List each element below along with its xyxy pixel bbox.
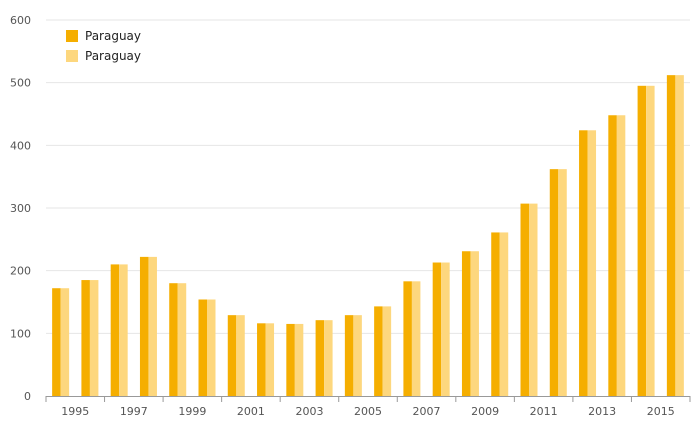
bar-2001-series-2	[236, 315, 245, 396]
bar-2009-series-1	[461, 251, 471, 396]
y-tick-label: 200	[10, 265, 31, 278]
bar-2006-series-1	[374, 306, 383, 396]
bar-2011-series-1	[520, 203, 529, 396]
legend: Paraguay Paraguay	[66, 29, 141, 63]
bar-1998-series-2	[148, 256, 157, 396]
bar-2010-series-1	[491, 232, 500, 396]
bar-1996-series-2	[89, 280, 99, 396]
bar-2013-series-2	[587, 130, 597, 396]
bar-2010-series-2	[499, 232, 509, 396]
bar-2011-series-2	[529, 203, 538, 396]
x-tick-label: 2011	[530, 405, 558, 418]
bar-2016-series-2	[675, 75, 684, 396]
bar-2002-series-1	[257, 323, 266, 396]
bar-2004-series-1	[315, 320, 325, 396]
legend-label-series-1: Paraguay	[85, 29, 141, 43]
bar-2003-series-2	[294, 323, 304, 396]
y-tick-label: 100	[10, 327, 31, 340]
bar-2012-series-1	[549, 169, 559, 396]
x-tick-label: 1997	[120, 405, 148, 418]
x-tick-label: 2001	[237, 405, 265, 418]
x-tick-label: 2007	[413, 405, 441, 418]
bar-1997-series-1	[110, 264, 120, 396]
bar-2007-series-2	[411, 281, 421, 396]
bar-2007-series-1	[403, 281, 412, 396]
bar-2015-series-1	[637, 85, 647, 397]
bar-2005-series-1	[344, 315, 354, 396]
bar-2014-series-1	[608, 115, 617, 397]
bar-2008-series-2	[441, 262, 450, 396]
bar-2004-series-2	[324, 320, 333, 396]
bar-2003-series-1	[286, 323, 295, 396]
x-tick-label: 2005	[354, 405, 382, 418]
y-tick-label: 600	[10, 14, 31, 27]
y-tick-label: 0	[24, 390, 31, 403]
y-tick-label: 500	[10, 77, 31, 90]
bar-2002-series-2	[265, 323, 275, 396]
bar-2001-series-1	[227, 315, 237, 396]
x-tick-label: 2013	[588, 405, 616, 418]
bar-1997-series-2	[119, 264, 128, 396]
bar-1996-series-1	[81, 280, 90, 396]
bar-1998-series-1	[139, 256, 149, 396]
bar-1999-series-2	[177, 283, 187, 396]
bar-2000-series-2	[207, 299, 216, 396]
bar-1995-series-2	[60, 288, 70, 396]
bar-2013-series-1	[579, 130, 588, 396]
legend-label-series-2: Paraguay	[85, 49, 141, 63]
bar-2000-series-1	[198, 299, 207, 396]
x-tick-label: 1995	[61, 405, 89, 418]
bar-2014-series-2	[616, 115, 626, 397]
bar-2015-series-2	[646, 85, 655, 397]
bar-2009-series-2	[470, 251, 479, 396]
legend-swatch-series-1	[66, 30, 78, 42]
x-tick-label: 2015	[647, 405, 675, 418]
x-tick-label: 2003	[295, 405, 323, 418]
y-tick-label: 400	[10, 139, 31, 152]
bar-2006-series-2	[382, 306, 392, 396]
bar-2008-series-1	[432, 262, 442, 396]
bar-1995-series-1	[52, 288, 61, 396]
x-axis: 1995 1997 1999 2001 2003 2005 2007 2009 2011 2013…	[45, 396, 691, 418]
bar-2012-series-2	[558, 169, 567, 396]
bars	[52, 75, 684, 397]
bar-2016-series-1	[666, 75, 676, 396]
bar-2005-series-2	[353, 315, 362, 396]
legend-swatch-series-2	[66, 50, 78, 62]
x-tick-label: 1999	[178, 405, 206, 418]
x-tick-label: 2009	[471, 405, 499, 418]
bar-1999-series-1	[169, 283, 178, 396]
y-tick-label: 300	[10, 202, 31, 215]
y-axis-tick-labels: 0 100 200 300 400 500 600	[10, 14, 31, 403]
